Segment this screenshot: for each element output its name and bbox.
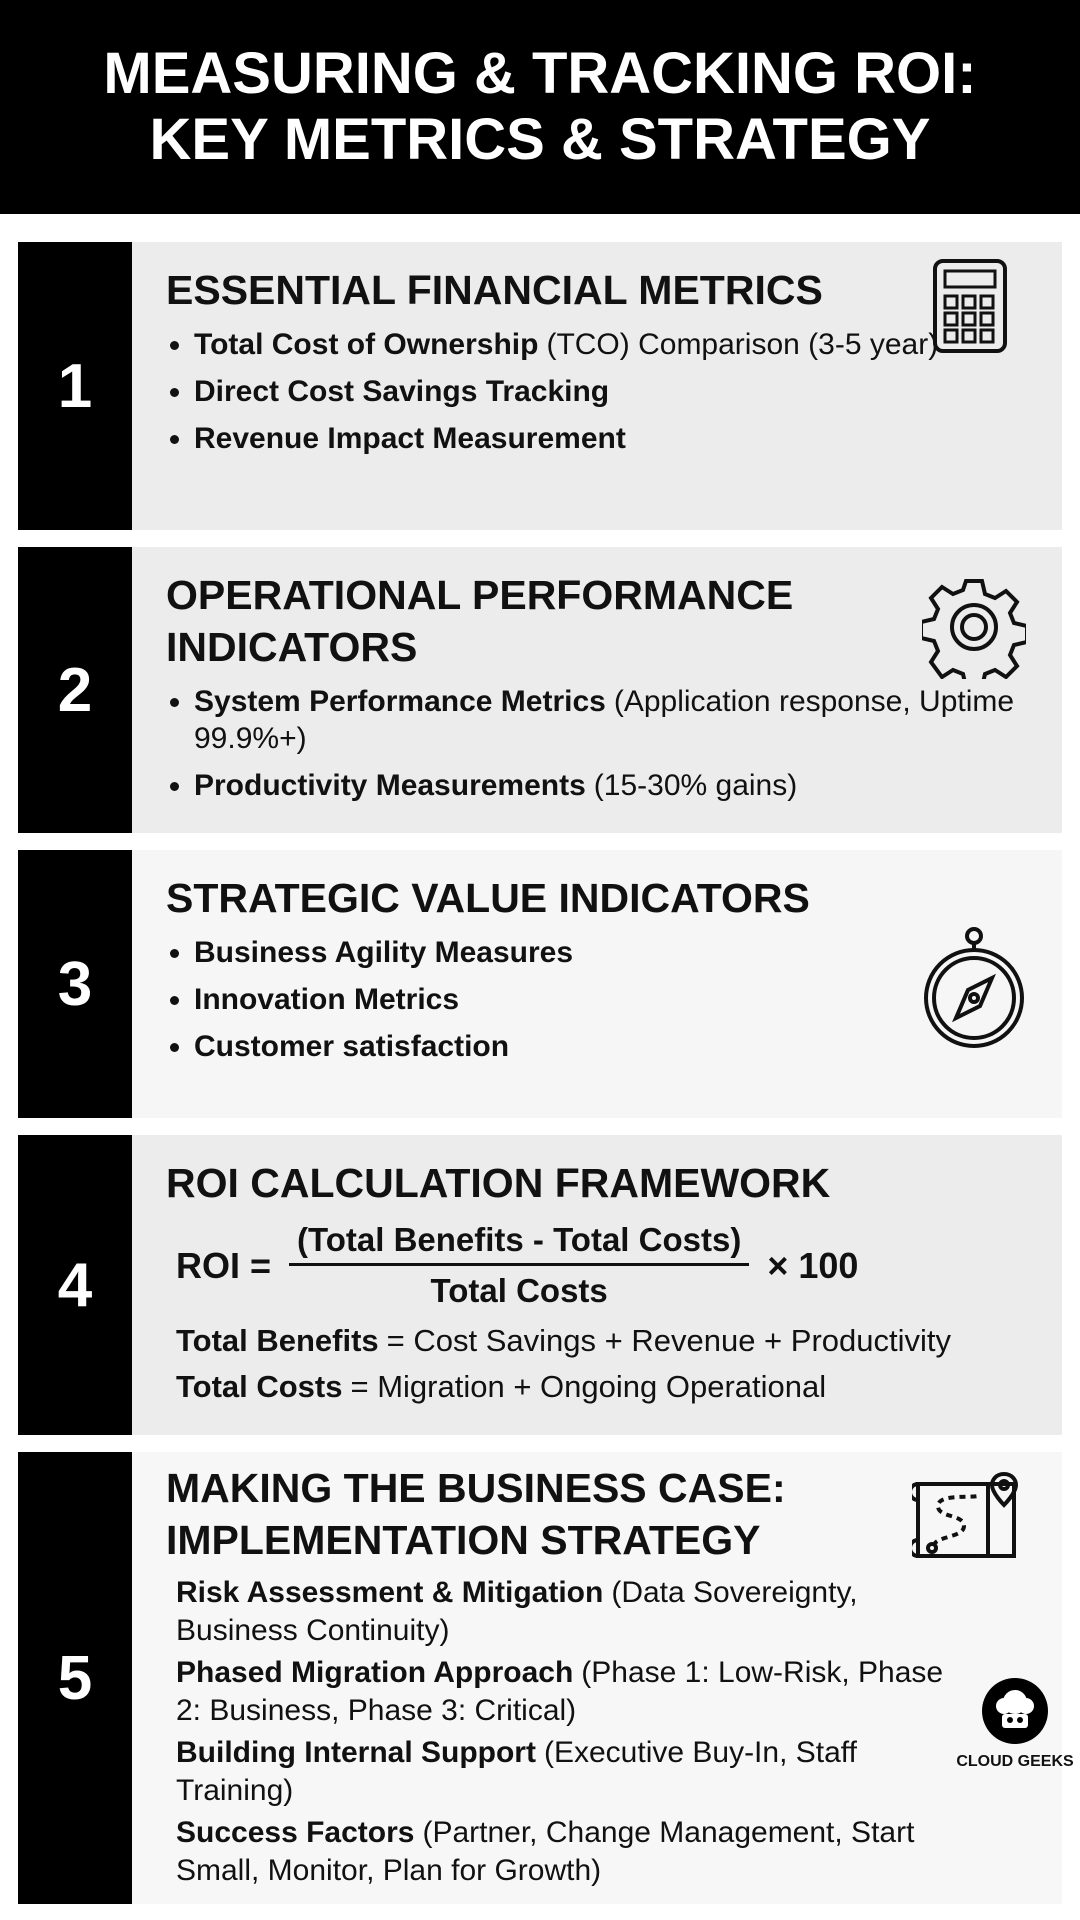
section-icon	[919, 575, 1029, 689]
title-line: KEY METRICS & STRATEGY	[149, 107, 931, 172]
section-title: IMPLEMENTATION STRATEGY	[166, 1517, 761, 1563]
section-body: ROI CALCULATION FRAMEWORK ROI = (Total Ben…	[132, 1135, 1062, 1435]
section: 5 MAKING THE BUSINESS CASE: IMPLEMENTATION…	[18, 1452, 1062, 1904]
definitions: Total Benefits = Cost Savings + Revenue +…	[166, 1318, 1062, 1410]
item-text: (Executive Buy-In, Staff Training)	[176, 1736, 857, 1807]
strategy-item: Risk Assessment & Mitigation (Data Sovere…	[176, 1574, 976, 1650]
multiplier: × 100	[767, 1244, 859, 1286]
bullet-bold: Total Cost of Ownership	[194, 328, 539, 361]
bullet-item: Customer satisfaction	[194, 1028, 1062, 1065]
definition-term: Total Costs	[176, 1369, 343, 1404]
item-text: (Partner, Change Management, Start Small…	[176, 1816, 915, 1887]
section-title: INDICATORS	[166, 624, 418, 670]
item-bold: Success Factors	[176, 1816, 415, 1849]
section-title: MAKING THE BUSINESS CASE:	[166, 1465, 786, 1511]
bullet-item: Revenue Impact Measurement	[194, 420, 1062, 457]
formula: ROI = (Total Benefits - Total Costs) Total…	[176, 1221, 1062, 1310]
bullet-bold: Innovation Metrics	[194, 983, 460, 1016]
section-icon	[922, 926, 1026, 1055]
item-text: (Data Sovereignty, Business Continuity)	[176, 1576, 858, 1647]
section-title: STRATEGIC VALUE INDICATORS	[166, 875, 810, 921]
logo-icon	[982, 1678, 1048, 1744]
section: 2 OPERATIONAL PERFORMANCE INDICATORS System…	[18, 547, 1062, 833]
strategy-item: Success Factors (Partner, Change Manageme…	[176, 1814, 976, 1890]
section-number: 5	[18, 1452, 132, 1904]
section-body: OPERATIONAL PERFORMANCE INDICATORS System …	[132, 547, 1062, 833]
section-body: MAKING THE BUSINESS CASE: IMPLEMENTATION …	[132, 1452, 1062, 1904]
bullet-list: System Performance Metrics(Application r…	[166, 683, 1062, 804]
bullet-bold: Customer satisfaction	[194, 1030, 510, 1063]
item-bold: Phased Migration Approach	[176, 1656, 574, 1689]
logo: CLOUD GEEKS	[950, 1676, 1080, 1771]
header: MEASURING & TRACKING ROI: KEY METRICS & …	[0, 0, 1080, 214]
bullet-bold: System Performance Metrics	[194, 685, 606, 718]
bullet-item: Productivity Measurements(15-30% gains)	[194, 767, 1062, 804]
section-title: OPERATIONAL PERFORMANCE	[166, 572, 794, 618]
section-number: 1	[18, 242, 132, 530]
logo-text: CLOUD GEEKS	[956, 1753, 1074, 1770]
item-text: (Phase 1: Low-Risk, Phase 2: Business, P…	[176, 1656, 944, 1727]
bullet-text: (TCO) Comparison (3-5 year)	[546, 328, 939, 361]
bullet-list: Business Agility Measures Innovation Metr…	[166, 934, 1062, 1065]
bullet-item: Innovation Metrics	[194, 981, 1062, 1018]
strategy-item: Phased Migration Approach (Phase 1: Low-R…	[176, 1654, 976, 1730]
section-number: 2	[18, 547, 132, 833]
definition: Total Costs = Migration + Ongoing Operati…	[176, 1364, 1062, 1410]
section: 1 ESSENTIAL FINANCIAL METRICS Total Cost o…	[18, 242, 1062, 530]
bullet-item: Direct Cost Savings Tracking	[194, 373, 1062, 410]
item-bold: Building Internal Support	[176, 1736, 536, 1769]
definition-text: = Cost Savings + Revenue + Productivity	[386, 1323, 951, 1358]
bullet-text: (15-30% gains)	[593, 769, 798, 802]
bullet-item: Business Agility Measures	[194, 934, 1062, 971]
bullet-text: (Application response, Uptime 99.9%+)	[194, 685, 1015, 755]
bullet-bold: Productivity Measurements	[194, 769, 586, 802]
fraction: (Total Benefits - Total Costs) Total Cost…	[289, 1221, 750, 1310]
section-number: 4	[18, 1135, 132, 1435]
section: 4 ROI CALCULATION FRAMEWORK ROI = (Total Be…	[18, 1135, 1062, 1435]
bullet-item: Total Cost of Ownership(TCO) Comparison …	[194, 326, 1062, 363]
section-icon	[908, 1470, 1020, 1573]
section-body: STRATEGIC VALUE INDICATORS Business Agili…	[132, 850, 1062, 1118]
item-bold: Risk Assessment & Mitigation	[176, 1576, 604, 1609]
section-title: ESSENTIAL FINANCIAL METRICS	[166, 267, 823, 313]
bullet-bold: Direct Cost Savings Tracking	[194, 375, 610, 408]
definition-text: = Migration + Ongoing Operational	[350, 1369, 827, 1404]
bullet-item: System Performance Metrics(Application r…	[194, 683, 1062, 757]
denominator: Total Costs	[430, 1272, 608, 1309]
section: 3 STRATEGIC VALUE INDICATORS Business Agil…	[18, 850, 1062, 1118]
section-title: ROI CALCULATION FRAMEWORK	[166, 1160, 831, 1206]
bullet-list: Total Cost of Ownership(TCO) Comparison …	[166, 326, 1062, 457]
definition-term: Total Benefits	[176, 1323, 379, 1358]
numerator: (Total Benefits - Total Costs)	[289, 1221, 750, 1266]
section-body: ESSENTIAL FINANCIAL METRICS Total Cost of…	[132, 242, 1062, 530]
formula-lhs: ROI =	[176, 1244, 272, 1286]
title-line: MEASURING & TRACKING ROI:	[103, 41, 977, 106]
section-number: 3	[18, 850, 132, 1118]
bullet-bold: Revenue Impact Measurement	[194, 422, 626, 455]
strategy-item: Building Internal Support (Executive Buy-…	[176, 1734, 976, 1810]
definition: Total Benefits = Cost Savings + Revenue +…	[176, 1318, 1062, 1364]
bullet-bold: Business Agility Measures	[194, 936, 574, 969]
item-list: Risk Assessment & Mitigation (Data Sovere…	[166, 1574, 1062, 1890]
section-icon	[932, 258, 1008, 359]
